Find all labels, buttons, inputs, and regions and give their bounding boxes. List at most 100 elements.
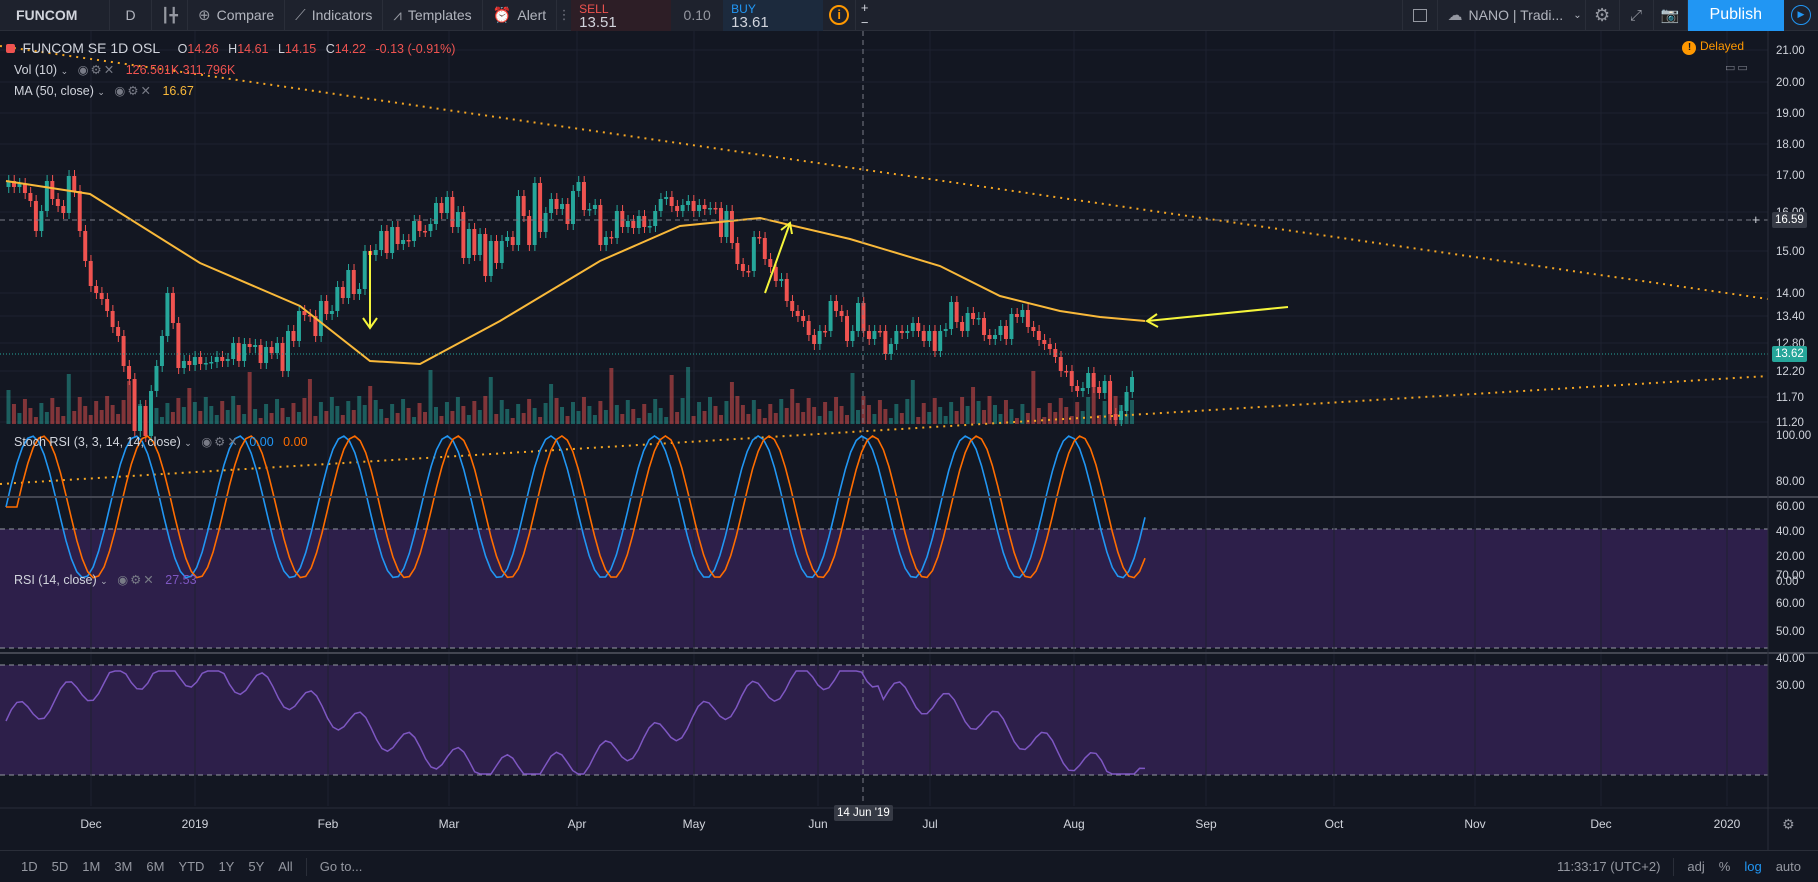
- ma-value: 16.67: [162, 84, 194, 98]
- volume-bar: [543, 403, 548, 424]
- range-5y[interactable]: 5Y: [248, 859, 265, 874]
- volume-bar: [1075, 402, 1080, 424]
- broker-label: NANO | Tradi...: [1468, 7, 1564, 23]
- templates-icon: ⩘: [393, 6, 402, 24]
- volume-bar: [839, 406, 844, 424]
- delayed-badge[interactable]: ! Delayed: [1682, 39, 1744, 55]
- range-6m[interactable]: 6M: [146, 859, 165, 874]
- volume-bar: [587, 406, 592, 424]
- plus-icon[interactable]: +: [860, 0, 869, 15]
- low-value: 14.15: [284, 42, 317, 56]
- range-3m[interactable]: 3M: [114, 859, 133, 874]
- legend-buttons-icon[interactable]: ◉⚙✕: [114, 84, 153, 98]
- legend-buttons-icon[interactable]: ◉⚙✕: [117, 573, 156, 587]
- volume-bar: [88, 415, 93, 424]
- volume-bar: [949, 402, 954, 424]
- candle-body: [565, 204, 570, 224]
- symbol-search[interactable]: FUNCOM: [0, 0, 110, 31]
- volume-bar: [691, 416, 696, 424]
- stoch-tick-label: 100.00: [1776, 430, 1811, 442]
- volume-bar: [757, 409, 762, 424]
- volume-bar: [176, 398, 181, 424]
- candle-body: [625, 221, 630, 227]
- plus-icon[interactable]: +: [1752, 212, 1760, 227]
- candle-body: [647, 226, 652, 228]
- scale-log[interactable]: log: [1744, 859, 1762, 874]
- volume-bar: [828, 411, 833, 424]
- volume-bar: [768, 404, 773, 424]
- volume-bar: [170, 412, 175, 424]
- volume-bar: [625, 400, 630, 424]
- broker-select[interactable]: ☁ NANO | Tradi... ⌄: [1438, 0, 1586, 31]
- volume-bar: [817, 416, 822, 424]
- legend-title[interactable]: FUNCOM SE 1D OSL: [22, 40, 161, 56]
- range-1y[interactable]: 1Y: [218, 859, 235, 874]
- ma-legend[interactable]: MA (50, close) ⌄ ◉⚙✕ 16.67: [14, 83, 194, 98]
- fullscreen-button[interactable]: ⤢: [1620, 0, 1654, 31]
- buy-button[interactable]: BUY 13.61: [723, 0, 824, 31]
- volume-bar: [609, 368, 614, 424]
- volume-bar: [6, 390, 11, 424]
- volume-bar: [302, 398, 307, 424]
- time-tick-label: Feb: [318, 817, 339, 831]
- info-button[interactable]: i: [823, 0, 855, 31]
- layout-button[interactable]: [1401, 0, 1438, 31]
- vol-legend[interactable]: Vol (10) ⌄ ◉⚙✕ 126.501K 311.796K: [14, 62, 235, 77]
- volume-bar: [203, 397, 208, 424]
- sell-button[interactable]: SELL 13.51: [571, 0, 672, 31]
- drag-handle-icon[interactable]: ⋮: [557, 7, 571, 22]
- scale-auto[interactable]: auto: [1775, 859, 1801, 874]
- candle-body: [697, 205, 702, 211]
- volume-bar: [346, 401, 351, 424]
- qty-stepper[interactable]: + −: [855, 0, 873, 31]
- arrow-up[interactable]: [764, 222, 791, 294]
- range-all[interactable]: All: [278, 859, 293, 874]
- legend-buttons-icon[interactable]: ◉⚙✕: [77, 63, 117, 77]
- legend-buttons-icon[interactable]: ◉⚙✕: [201, 435, 240, 449]
- range-ytd[interactable]: YTD: [178, 859, 205, 874]
- snapshot-button[interactable]: 📷: [1654, 0, 1688, 31]
- volume-bar: [938, 407, 943, 424]
- arrow-left[interactable]: [1146, 306, 1289, 322]
- replay-button[interactable]: ▶: [1784, 0, 1818, 31]
- templates-button[interactable]: ⩘ Templates: [383, 0, 483, 31]
- volume-bar: [762, 418, 767, 424]
- scale-adj[interactable]: adj: [1687, 859, 1705, 874]
- minus-icon[interactable]: −: [860, 14, 869, 30]
- candle-body: [488, 241, 493, 276]
- collapse-icon[interactable]: ▭▭: [1725, 62, 1750, 74]
- volume-bar: [22, 399, 27, 424]
- range-5d[interactable]: 5D: [51, 859, 69, 874]
- candle-body: [998, 326, 1003, 335]
- stoch-legend[interactable]: Stoch RSI (3, 3, 14, 14, close) ⌄ ◉⚙✕ 0.…: [14, 434, 308, 449]
- chart-area[interactable]: 21.0020.0019.0018.0017.0016.0015.0014.00…: [0, 31, 1818, 850]
- volume-bar: [247, 372, 252, 424]
- range-1d[interactable]: 1D: [21, 859, 38, 874]
- volume-bar: [647, 413, 652, 424]
- alert-button[interactable]: ⏰ Alert: [483, 0, 558, 31]
- candle-body: [450, 197, 455, 227]
- candle-body: [938, 331, 943, 351]
- rsi-legend[interactable]: RSI (14, close) ⌄ ◉⚙✕ 27.53: [14, 572, 197, 587]
- annotation-arrows[interactable]: [362, 221, 1289, 330]
- volume-bar: [373, 400, 378, 424]
- volume-bar: [894, 404, 899, 424]
- chart-canvas[interactable]: 21.0020.0019.0018.0017.0016.0015.0014.00…: [0, 31, 1818, 850]
- time-tick-label: Jul: [922, 817, 937, 831]
- goto-button[interactable]: Go to...: [319, 859, 363, 874]
- settings-button[interactable]: ⚙: [1586, 0, 1620, 31]
- chart-settings-icon[interactable]: ⚙: [1782, 816, 1795, 832]
- publish-button[interactable]: Publish: [1687, 0, 1784, 31]
- indicators-button[interactable]: ⟋ Indicators: [285, 0, 384, 31]
- compare-button[interactable]: ⊕ Compare: [188, 0, 286, 31]
- candle-body: [543, 213, 548, 232]
- candle-body: [866, 331, 871, 339]
- candle-body: [433, 203, 438, 224]
- candles-icon: ┃╋: [161, 6, 178, 23]
- clock[interactable]: 11:33:17 (UTC+2): [1556, 859, 1661, 874]
- interval-button[interactable]: D: [110, 0, 152, 31]
- bar-style-button[interactable]: ┃╋: [152, 0, 188, 31]
- scale-percent[interactable]: %: [1718, 859, 1731, 874]
- lower-trendline[interactable]: [0, 375, 1769, 485]
- range-1m[interactable]: 1M: [82, 859, 101, 874]
